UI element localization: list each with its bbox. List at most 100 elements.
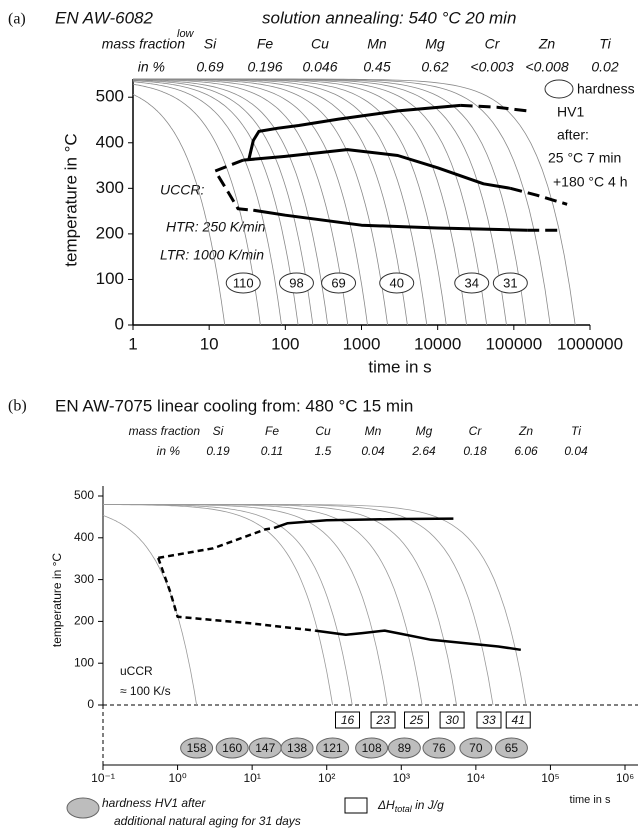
x-tick-label: 10⁻¹ [91, 771, 115, 785]
element-name: Zn [518, 424, 533, 438]
composition-label-sub: low [177, 28, 195, 40]
hardness-value: 76 [432, 741, 446, 755]
element-value: 0.19 [206, 444, 230, 458]
element-value: 0.45 [363, 59, 390, 75]
delta-h-value: 23 [375, 713, 390, 727]
legend-text-part: in J/g [412, 798, 444, 812]
y-axis-label: temperature in °C [61, 133, 80, 266]
panel-label: (b) [8, 398, 27, 415]
element-name: Cr [469, 424, 483, 438]
hardness-marker [379, 272, 415, 294]
cooling-curve [133, 78, 576, 326]
legend-text: 25 °C 7 min [548, 150, 621, 166]
phase-boundary [315, 629, 521, 652]
y-tick-label: 0 [115, 314, 124, 333]
y-tick-label: 400 [96, 132, 124, 151]
element-value: 0.04 [361, 444, 385, 458]
hardness-marker [225, 272, 261, 294]
hardness-marker [355, 737, 389, 759]
panel-label: (a) [8, 11, 26, 28]
element-value: 0.04 [564, 444, 588, 458]
composition-unit: in % [157, 444, 181, 458]
delta-h-box [404, 711, 430, 729]
chart-title: EN AW-7075 linear cooling from: 480 °C 1… [55, 396, 413, 415]
element-name: Si [204, 36, 217, 52]
phase-boundary [253, 208, 528, 232]
delta-h-box [370, 711, 396, 729]
element-name: Si [213, 424, 224, 438]
hardness-value: 89 [398, 741, 412, 755]
legend-text: ΔHtotal in J/g [377, 798, 444, 814]
hardness-value: 138 [287, 741, 307, 755]
annotation: LTR: 1000 K/min [160, 247, 264, 263]
element-value: <0.008 [525, 59, 568, 75]
hardness-value: 110 [233, 275, 254, 290]
hardness-value: 65 [505, 741, 519, 755]
phase-boundary [157, 526, 275, 560]
delta-h-value: 30 [445, 713, 459, 727]
delta-h-box [439, 711, 465, 729]
x-tick-label: 100 [271, 334, 299, 353]
delta-h-box [335, 711, 361, 729]
phase-boundary [274, 517, 454, 529]
hardness-value: 108 [362, 741, 382, 755]
cooling-curve [102, 515, 197, 706]
element-value: 0.62 [421, 59, 448, 75]
element-value: 0.046 [302, 59, 337, 75]
hardness-value: 158 [187, 741, 207, 755]
element-name: Mn [365, 424, 382, 438]
x-tick-label: 1 [128, 334, 137, 353]
y-tick-label: 100 [74, 655, 94, 669]
hardness-value: 34 [464, 275, 478, 290]
element-name: Mg [425, 36, 445, 52]
phase-boundary [509, 186, 568, 206]
hardness-marker [180, 737, 214, 759]
cooling-curve [133, 78, 507, 326]
hardness-marker [387, 737, 421, 759]
y-tick-label: 200 [96, 223, 124, 242]
element-value: 0.02 [591, 59, 618, 75]
y-tick-label: 300 [74, 572, 94, 586]
x-tick-label: 10³ [393, 771, 410, 785]
element-name: Ti [571, 424, 581, 438]
delta-h-box [505, 711, 531, 729]
hardness-marker [280, 737, 314, 759]
x-axis-label: time in s [368, 357, 431, 376]
element-name: Mg [416, 424, 433, 438]
cooling-curve [103, 504, 527, 706]
element-value: 2.64 [411, 444, 436, 458]
element-value: 0.69 [196, 59, 223, 75]
x-tick-label: 1000000 [557, 334, 623, 353]
cooling-curve [103, 504, 494, 706]
x-tick-label: 10 [200, 334, 219, 353]
element-name: Ti [599, 36, 611, 52]
composition-unit: in % [138, 59, 165, 75]
y-tick-label: 400 [74, 530, 94, 544]
x-axis-label: time in s [570, 794, 611, 806]
element-value: 0.11 [261, 444, 283, 458]
x-tick-label: 10000 [414, 334, 461, 353]
chart-subtitle: solution annealing: 540 °C 20 min [262, 8, 516, 27]
cooling-curve [103, 504, 457, 706]
legend-text: additional natural aging for 31 days [114, 814, 301, 828]
element-name: Cu [315, 424, 331, 438]
y-tick-label: 0 [87, 697, 94, 711]
cooling-curve [132, 94, 226, 326]
hardness-value: 40 [389, 275, 403, 290]
legend-text: +180 °C 4 h [553, 174, 627, 190]
hardness-value: 147 [255, 741, 275, 755]
phase-boundary [213, 158, 254, 212]
cooling-curve [133, 79, 314, 326]
hardness-value: 160 [222, 741, 242, 755]
legend-symbol [344, 797, 368, 814]
x-tick-label: 10⁶ [616, 771, 634, 785]
hardness-value: 70 [469, 741, 483, 755]
hardness-marker [494, 737, 528, 759]
x-tick-label: 1000 [343, 334, 381, 353]
element-value: <0.003 [470, 59, 513, 75]
annotation: UCCR: [160, 182, 204, 198]
element-name: Zn [538, 36, 556, 52]
legend-text: HV1 [557, 104, 584, 120]
delta-h-box [476, 711, 502, 729]
